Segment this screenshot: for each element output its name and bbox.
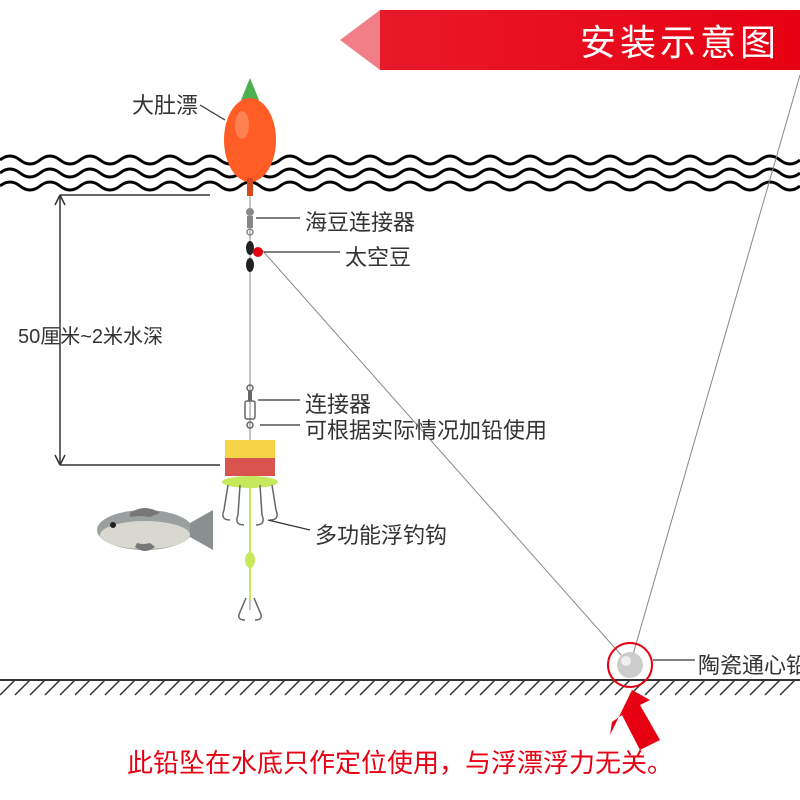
fishing-line bbox=[250, 75, 800, 665]
spacebean-icon bbox=[246, 241, 263, 272]
label-note-lead: 可根据实际情况加铅使用 bbox=[305, 413, 547, 445]
label-spacebean: 太空豆 bbox=[345, 240, 411, 272]
diagram-svg bbox=[0, 0, 800, 800]
bottom-note: 此铅坠在水底只作定位使用，与浮漂浮力无关。 bbox=[0, 743, 800, 780]
red-arrow-icon bbox=[610, 690, 660, 750]
label-float: 大肚漂 bbox=[132, 88, 198, 120]
fish-icon bbox=[97, 508, 213, 551]
label-connector1: 海豆连接器 bbox=[305, 205, 415, 237]
label-depth: 50厘米~2米水深 bbox=[18, 320, 163, 349]
water-waves bbox=[0, 156, 800, 190]
label-multihook: 多功能浮钓钩 bbox=[315, 518, 447, 550]
label-ceramic-lead: 陶瓷通心铅 bbox=[698, 648, 800, 680]
bait-cage-icon bbox=[222, 440, 278, 620]
seabed bbox=[0, 680, 800, 695]
